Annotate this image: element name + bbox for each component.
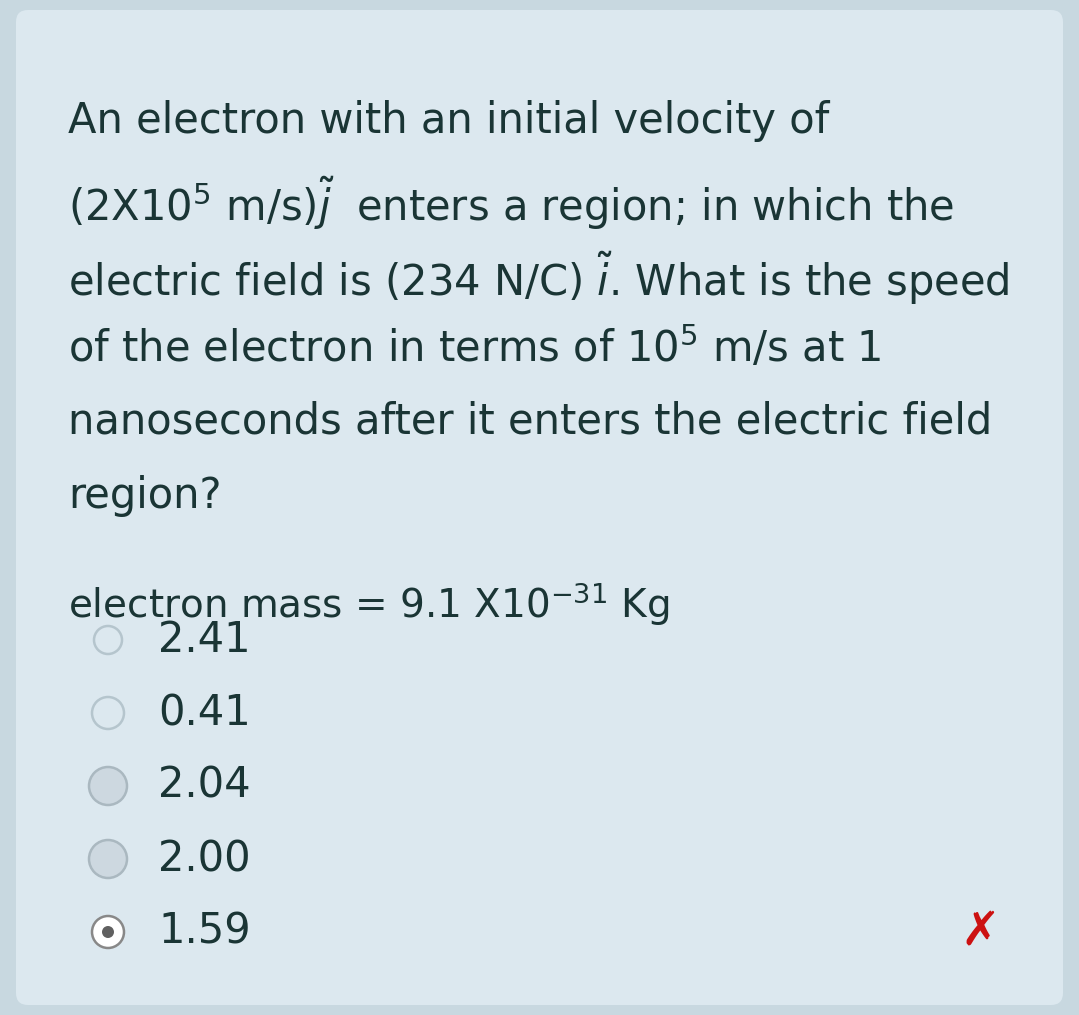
Circle shape <box>88 767 127 805</box>
Text: 0.41: 0.41 <box>158 692 250 734</box>
Text: 2.41: 2.41 <box>158 619 250 661</box>
Text: electron mass = 9.1 X10$^{-31}$ Kg: electron mass = 9.1 X10$^{-31}$ Kg <box>68 580 670 627</box>
FancyBboxPatch shape <box>16 10 1063 1005</box>
Circle shape <box>94 626 122 654</box>
Text: region?: region? <box>68 475 221 517</box>
Text: (2X10$^5$ m/s)$\tilde{j}$  enters a region; in which the: (2X10$^5$ m/s)$\tilde{j}$ enters a regio… <box>68 175 954 232</box>
Circle shape <box>92 916 124 948</box>
Text: 1.59: 1.59 <box>158 911 250 953</box>
Text: ✗: ✗ <box>960 909 1000 954</box>
Text: nanoseconds after it enters the electric field: nanoseconds after it enters the electric… <box>68 400 993 442</box>
Text: 2.00: 2.00 <box>158 838 250 880</box>
Text: electric field is (234 N/C) $\tilde{i}$. What is the speed: electric field is (234 N/C) $\tilde{i}$.… <box>68 250 1010 308</box>
Circle shape <box>103 926 114 938</box>
Text: of the electron in terms of 10$^5$ m/s at 1: of the electron in terms of 10$^5$ m/s a… <box>68 325 882 370</box>
Text: An electron with an initial velocity of: An electron with an initial velocity of <box>68 100 830 142</box>
Circle shape <box>88 840 127 878</box>
Circle shape <box>92 697 124 729</box>
Text: 2.04: 2.04 <box>158 765 250 807</box>
